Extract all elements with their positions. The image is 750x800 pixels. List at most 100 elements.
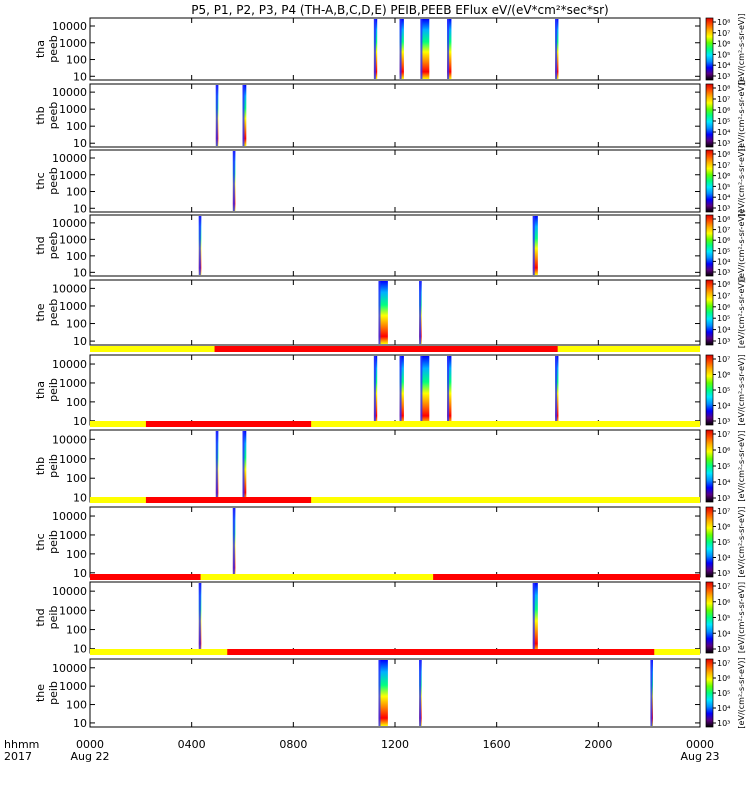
colorbar-tick-label: 10⁵ — [717, 538, 730, 547]
colorbar-tick-label: 10³ — [717, 268, 730, 277]
time-axis-label: hhmm — [4, 738, 39, 751]
mode-bar-segment — [227, 649, 655, 655]
panel-frame — [89, 581, 701, 654]
panel-label-probe: thb — [34, 106, 47, 124]
energy-tick-label: 100 — [66, 54, 87, 67]
colorbar-tick-label: 10⁸ — [717, 280, 730, 289]
energy-tick-label: 10 — [73, 202, 87, 215]
energy-tick-label: 10 — [73, 567, 87, 580]
energy-tick-label: 10 — [73, 643, 87, 656]
burst-edge — [373, 356, 376, 424]
burst-mark — [420, 19, 430, 79]
colorbar-units: [eV/(cm²-s-sr-eV)] — [737, 354, 746, 425]
energy-tick-label: 10 — [73, 492, 87, 505]
burst-edge — [532, 583, 535, 652]
panel-label-product: peeb — [47, 232, 60, 260]
panel-label-product: peeb — [47, 299, 60, 327]
panel-label-probe: thc — [34, 533, 47, 550]
energy-tick-label: 1000 — [59, 453, 87, 466]
panel-label-product: peib — [47, 606, 60, 630]
panel-frame — [89, 354, 701, 426]
colorbar-tick-label: 10³ — [717, 72, 730, 81]
energy-tick-label: 10 — [73, 266, 87, 279]
panel-frame — [89, 429, 701, 503]
colorbar-units: [eV/(cm²-s-sr-eV)] — [737, 80, 746, 151]
panel-frame — [89, 658, 701, 728]
burst-mark — [399, 356, 404, 424]
burst-edge — [399, 356, 402, 424]
burst-edge — [373, 19, 376, 79]
plot-title: P5, P1, P2, P3, P4 (TH-A,B,C,D,E) PEIB,P… — [191, 3, 608, 17]
colorbar — [705, 83, 714, 148]
colorbar-tick-label: 10⁶ — [717, 106, 730, 115]
time-tick-label: 0400 — [178, 738, 206, 751]
burst-edge — [242, 85, 245, 146]
colorbar-tick-label: 10⁵ — [717, 386, 730, 395]
panel-frame — [89, 149, 701, 213]
burst-mark — [532, 216, 538, 275]
burst-mark — [378, 660, 388, 726]
colorbar — [705, 279, 714, 346]
energy-tick-label: 1000 — [59, 529, 87, 542]
burst-edge — [198, 583, 201, 652]
time-tick-date: Aug 23 — [681, 750, 720, 763]
colorbar-tick-label: 10⁷ — [717, 226, 730, 235]
time-tick-label: 0000 — [76, 738, 104, 751]
time-tick-label: 1200 — [381, 738, 409, 751]
burst-mark — [378, 281, 388, 344]
colorbar-tick-label: 10⁴ — [717, 193, 730, 202]
colorbar — [705, 149, 714, 213]
colorbar-units: [eV/(cm²-s-sr-eV)] — [737, 145, 746, 216]
burst-edge — [650, 660, 653, 726]
colorbar-tick-label: 10⁵ — [717, 462, 730, 471]
colorbar-tick-label: 10⁸ — [717, 84, 730, 93]
energy-tick-label: 1000 — [59, 680, 87, 693]
burst-edge — [420, 356, 423, 424]
colorbar-tick-label: 10³ — [717, 569, 730, 578]
mode-bar-segment — [145, 421, 312, 427]
colorbar-units: [eV/(cm²-s-sr-eV)] — [737, 657, 746, 728]
energy-tick-label: 10 — [73, 137, 87, 150]
burst-edge — [420, 19, 423, 79]
panel-label-probe: the — [34, 303, 47, 321]
colorbar-tick-label: 10⁶ — [717, 371, 730, 380]
energy-tick-label: 10 — [73, 335, 87, 348]
time-axis-year: 2017 — [4, 750, 32, 763]
panel-label-product: peib — [47, 378, 60, 402]
energy-tick-label: 1000 — [59, 377, 87, 390]
colorbar-units: [eV/(cm²-s-sr-eV)] — [737, 582, 746, 653]
colorbar-tick-label: 10⁸ — [717, 18, 730, 27]
burst-mark — [399, 19, 404, 79]
colorbar — [705, 506, 714, 578]
panel-frame — [89, 279, 701, 346]
colorbar-units: [eV/(cm²-s-sr-eV)] — [737, 210, 746, 281]
panel-frame — [89, 83, 701, 148]
time-tick-date: Aug 22 — [71, 750, 110, 763]
time-tick-label: 2000 — [584, 738, 612, 751]
colorbar-tick-label: 10³ — [717, 494, 730, 503]
energy-tick-label: 100 — [66, 699, 87, 712]
energy-tick-label: 1000 — [59, 103, 87, 116]
energy-tick-label: 10000 — [52, 585, 87, 598]
panel-tha-peib: 10 100 1000 10000 tha peib 10³ 10⁴ 10⁵ 10⁶ 10⁷ [eV/… — [34, 346, 746, 428]
panel-frame — [89, 214, 701, 277]
colorbar-tick-label: 10⁴ — [717, 629, 730, 638]
burst-edge — [378, 281, 381, 344]
burst-edge — [447, 19, 450, 79]
colorbar-tick-label: 10⁷ — [717, 29, 730, 38]
panel-label-product: peib — [47, 454, 60, 478]
colorbar-tick-label: 10⁶ — [717, 446, 730, 455]
panel-label-probe: thd — [34, 236, 47, 254]
panel-frame — [89, 17, 701, 81]
colorbar-tick-label: 10⁶ — [717, 303, 730, 312]
colorbar-tick-label: 10⁵ — [717, 182, 730, 191]
energy-tick-label: 100 — [66, 120, 87, 133]
panel-label-probe: the — [34, 684, 47, 702]
energy-tick-label: 1000 — [59, 233, 87, 246]
colorbar-tick-label: 10⁷ — [717, 291, 730, 300]
